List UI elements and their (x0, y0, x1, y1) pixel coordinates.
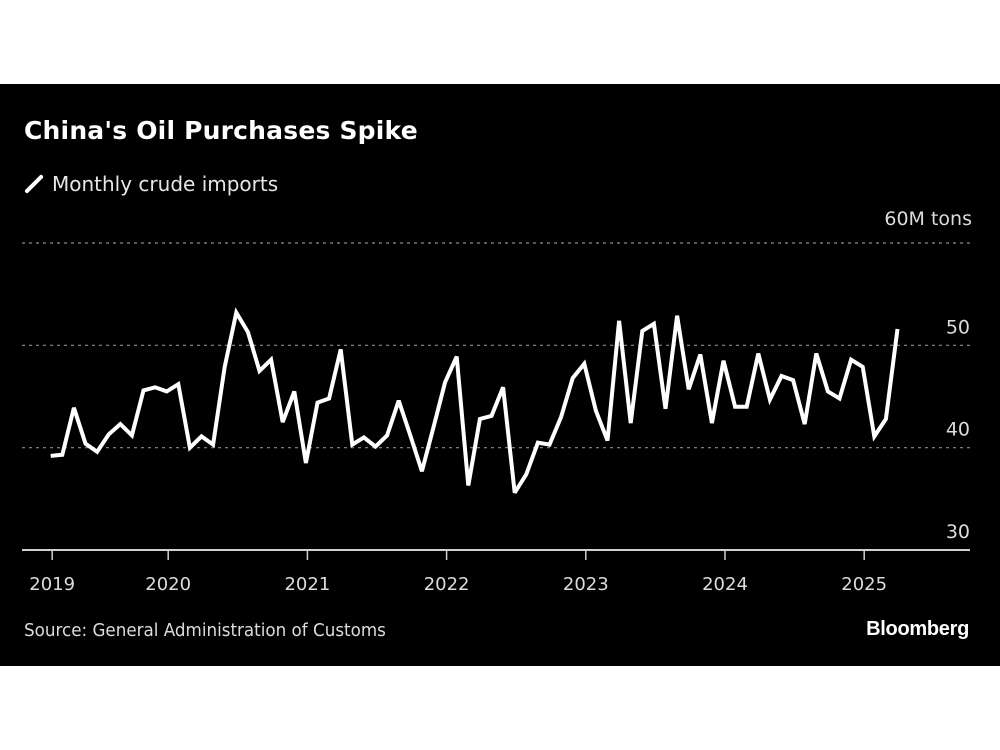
chart-panel: China's Oil Purchases Spike Monthly crud… (0, 84, 1000, 666)
x-axis: 2019 2020 2021 2022 2023 2024 2025 (22, 549, 970, 595)
y-tick-labels: 30 40 50 (946, 316, 970, 543)
series-line-monthly-crude-imports (50, 307, 900, 494)
y-tick-label: 30 (946, 521, 970, 543)
gridlines (22, 242, 970, 449)
y-tick-label: 50 (946, 316, 970, 338)
y-tick-label: 40 (946, 419, 970, 441)
x-tick-label: 2019 (29, 574, 75, 595)
x-tick-label: 2024 (702, 574, 748, 595)
x-tick-label: 2023 (563, 574, 609, 595)
x-tick-label: 2021 (284, 574, 330, 595)
x-tick-label: 2025 (841, 574, 887, 595)
line-chart: 30 40 50 2019 2020 2021 2022 2023 2024 2025 (22, 242, 970, 595)
x-tick-label: 2022 (424, 574, 470, 595)
series-group (50, 307, 900, 494)
legend: Monthly crude imports (24, 172, 278, 196)
legend-label: Monthly crude imports (52, 172, 279, 196)
bloomberg-logo: Bloomberg (866, 618, 969, 640)
source-note: Source: General Administration of Custom… (24, 620, 386, 641)
chart-title: China's Oil Purchases Spike (24, 116, 418, 145)
y-axis-unit-label: 60M tons (884, 208, 972, 230)
x-tick-label: 2020 (145, 574, 191, 595)
